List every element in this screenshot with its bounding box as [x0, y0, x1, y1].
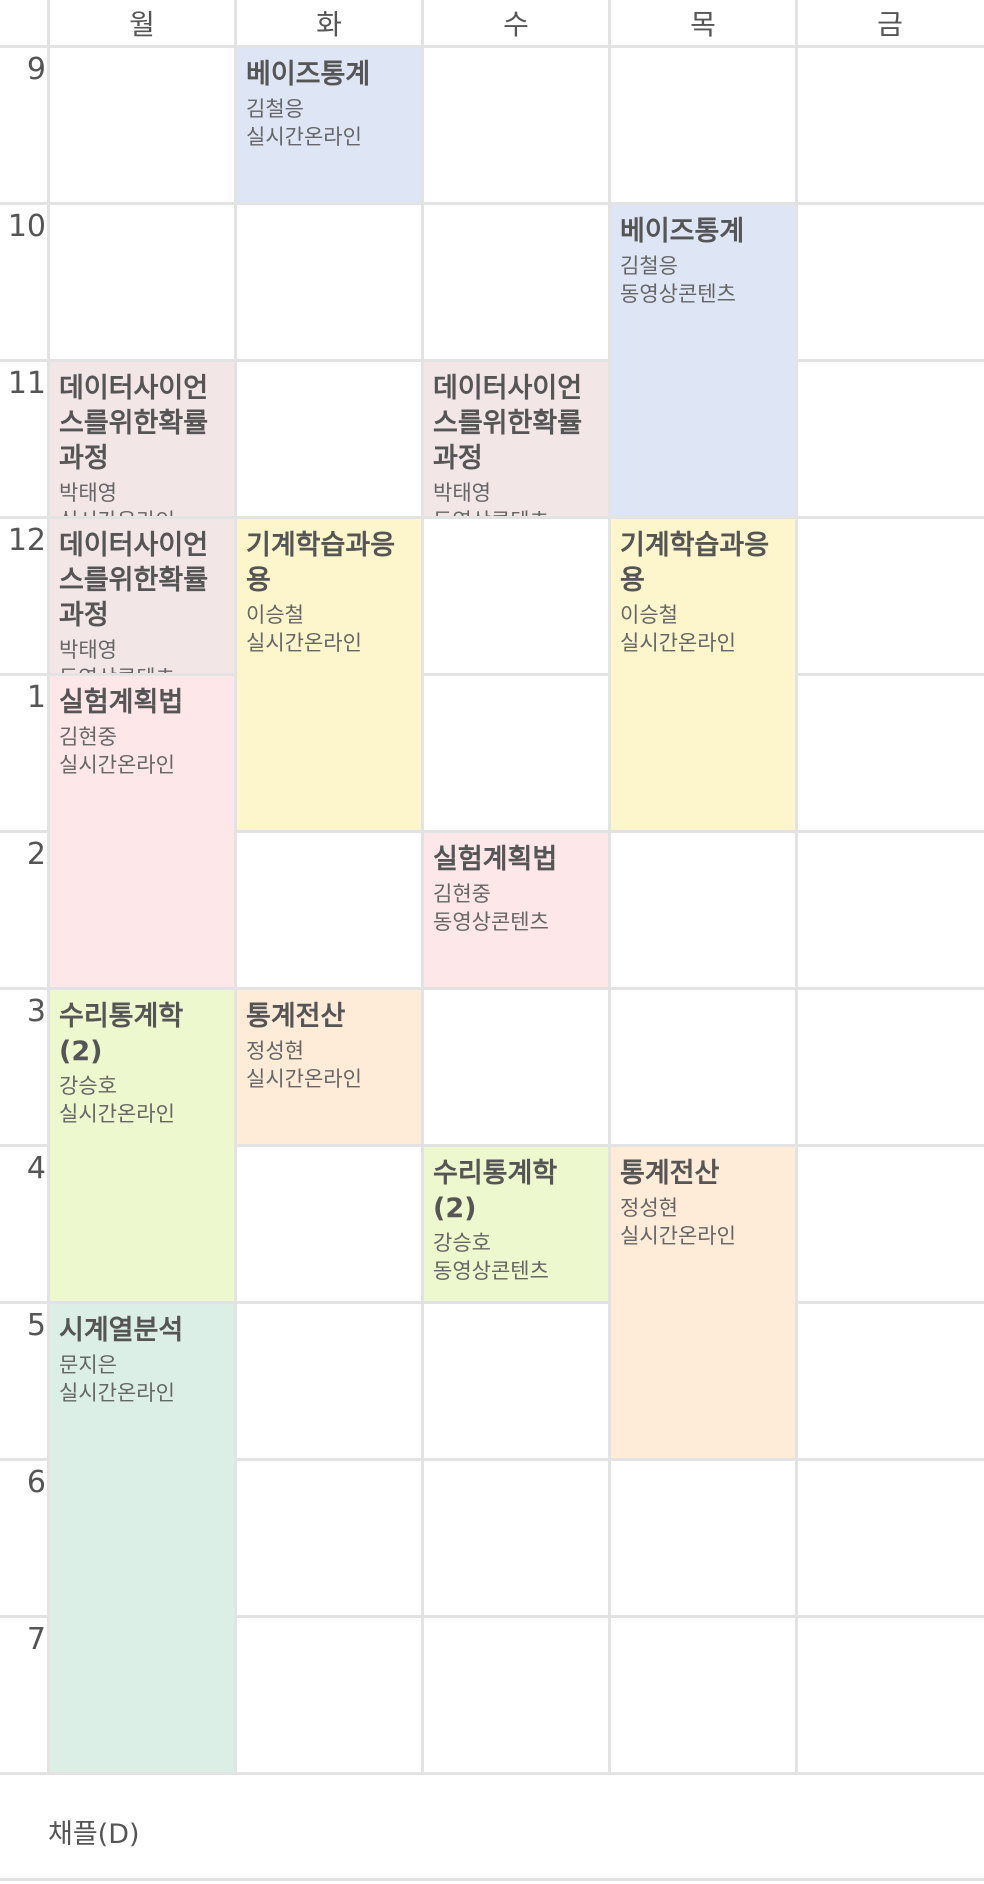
class-block-prob-mon-12[interactable]: 데이터사이언스를위한확률과정 박태영 동영상콘텐츠: [50, 519, 234, 673]
class-title: 통계전산: [246, 1001, 346, 1032]
class-professor: 김철응: [246, 97, 304, 121]
class-professor: 김현중: [59, 725, 117, 749]
hour-label: 9: [26, 52, 46, 87]
class-professor: 강승호: [59, 1074, 117, 1098]
hour-label: 4: [26, 1151, 46, 1186]
hour-label: 12: [7, 523, 46, 558]
class-type: 실시간온라인: [59, 1381, 175, 1405]
class-professor: 이승철: [620, 603, 678, 627]
class-block-doe-wed[interactable]: 실험계획법 김현중 동영상콘텐츠: [424, 833, 608, 987]
grid-line: [0, 1458, 984, 1461]
grid-line: [234, 0, 237, 1775]
hour-label: 1: [26, 680, 46, 715]
class-block-bayes-thu[interactable]: 베이즈통계 김철응 동영상콘텐츠: [611, 205, 795, 516]
class-professor: 김현중: [433, 882, 491, 906]
class-professor: 박태영: [433, 481, 491, 505]
class-type: 실시간온라인: [59, 753, 175, 777]
grid-line: [421, 0, 424, 1775]
class-block-timeseries-mon[interactable]: 시계열분석 문지은 실시간온라인: [50, 1304, 234, 1772]
class-title: 수리통계학(2): [59, 1001, 184, 1067]
day-header-tue: 화: [316, 8, 342, 41]
grid-line: [0, 359, 984, 362]
class-type: 실시간온라인: [246, 1067, 362, 1091]
hour-label: 11: [7, 366, 46, 401]
class-title: 시계열분석: [59, 1315, 184, 1346]
class-professor: 강승호: [433, 1231, 491, 1255]
class-block-prob-mon-11[interactable]: 데이터사이언스를위한확률과정 박태영 실시간온라인: [50, 362, 234, 516]
class-title: 통계전산: [620, 1158, 720, 1189]
hour-label: 6: [26, 1465, 46, 1500]
day-header-thu: 목: [690, 8, 716, 41]
class-type: 동영상콘텐츠: [433, 507, 599, 516]
grid-line: [47, 0, 50, 1775]
day-header-fri: 금: [877, 8, 903, 41]
class-block-mathstat-wed[interactable]: 수리통계학(2) 강승호 동영상콘텐츠: [424, 1147, 608, 1301]
day-header-mon: 월: [129, 8, 155, 41]
class-type: 실시간온라인: [246, 125, 362, 149]
class-professor: 문지은: [59, 1353, 117, 1377]
class-type: 실시간온라인: [59, 507, 225, 516]
class-title: 기계학습과응용: [246, 530, 396, 596]
grid-line: [0, 516, 984, 519]
class-title: 데이터사이언스를위한확률과정: [59, 373, 209, 474]
class-block-statcomp-tue[interactable]: 통계전산 정성현 실시간온라인: [237, 990, 421, 1144]
hour-label: 7: [26, 1622, 46, 1657]
class-type: 동영상콘텐츠: [433, 1259, 549, 1283]
class-type: 실시간온라인: [620, 1224, 736, 1248]
class-block-statcomp-thu[interactable]: 통계전산 정성현 실시간온라인: [611, 1147, 795, 1458]
grid-line: [0, 1878, 984, 1881]
class-type: 동영상콘텐츠: [620, 282, 736, 306]
class-title: 실험계획법: [433, 844, 558, 875]
grid-line: [795, 0, 798, 1775]
hour-label: 10: [7, 209, 46, 244]
class-type: 동영상콘텐츠: [433, 910, 549, 934]
grid-line: [0, 1301, 984, 1304]
grid-line: [0, 45, 984, 48]
chapel-label[interactable]: 채플(D): [48, 1819, 140, 1850]
class-block-ml-thu[interactable]: 기계학습과응용 이승철 실시간온라인: [611, 519, 795, 830]
class-title: 베이즈통계: [246, 59, 371, 90]
hour-label: 2: [26, 837, 46, 872]
class-block-mathstat-mon[interactable]: 수리통계학(2) 강승호 실시간온라인: [50, 990, 234, 1301]
grid-line: [0, 202, 984, 205]
grid-line: [0, 987, 984, 990]
class-title: 기계학습과응용: [620, 530, 770, 596]
class-title: 실험계획법: [59, 687, 184, 718]
class-professor: 정성현: [246, 1039, 304, 1063]
class-professor: 박태영: [59, 481, 117, 505]
class-type: 실시간온라인: [246, 631, 362, 655]
hour-label: 3: [26, 994, 46, 1029]
grid-line: [0, 1772, 984, 1775]
class-block-doe-mon[interactable]: 실험계획법 김현중 실시간온라인: [50, 676, 234, 987]
class-block-prob-wed[interactable]: 데이터사이언스를위한확률과정 박태영 동영상콘텐츠: [424, 362, 608, 516]
class-title: 데이터사이언스를위한확률과정: [433, 373, 583, 474]
grid-line: [0, 830, 984, 833]
class-type: 실시간온라인: [59, 1102, 175, 1126]
day-header-wed: 수: [503, 8, 529, 41]
class-title: 데이터사이언스를위한확률과정: [59, 530, 209, 631]
class-professor: 정성현: [620, 1196, 678, 1220]
class-type: 동영상콘텐츠: [59, 664, 225, 673]
class-title: 수리통계학(2): [433, 1158, 558, 1224]
class-block-bayes-tue[interactable]: 베이즈통계 김철응 실시간온라인: [237, 48, 421, 202]
hour-label: 5: [26, 1308, 46, 1343]
class-professor: 이승철: [246, 603, 304, 627]
grid-line: [608, 0, 611, 1775]
class-professor: 박태영: [59, 638, 117, 662]
grid-line: [0, 1144, 984, 1147]
grid-line: [0, 1615, 984, 1618]
class-block-ml-tue[interactable]: 기계학습과응용 이승철 실시간온라인: [237, 519, 421, 830]
class-type: 실시간온라인: [620, 631, 736, 655]
grid-line: [0, 673, 984, 676]
class-professor: 김철응: [620, 254, 678, 278]
class-title: 베이즈통계: [620, 216, 745, 247]
